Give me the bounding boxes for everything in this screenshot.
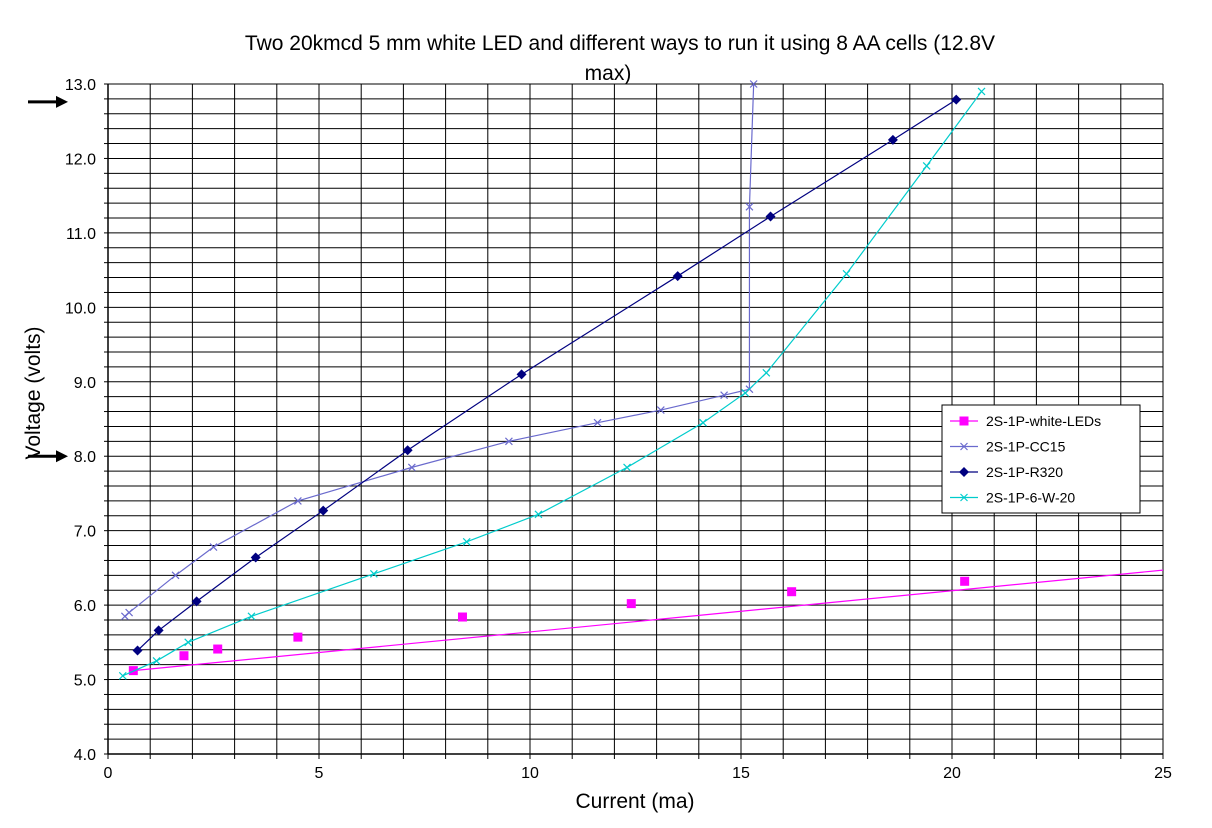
- x-tick-label: 15: [732, 765, 750, 782]
- x-tick-label: 20: [943, 765, 961, 782]
- y-tick-label: 11.0: [66, 226, 96, 243]
- data-point: [132, 645, 143, 656]
- arrow-head: [56, 95, 68, 108]
- series-2S-1P-CC15: [120, 80, 758, 621]
- legend-item: 2S-1P-R320: [950, 464, 1063, 480]
- data-point: [213, 644, 223, 654]
- data-point: [593, 418, 602, 427]
- data-point: [184, 638, 193, 647]
- y-tick-label: 12.0: [65, 151, 96, 168]
- data-point: [749, 80, 758, 88]
- y-tick-label: 7.0: [74, 524, 96, 541]
- y-tick-label: 5.0: [74, 673, 96, 690]
- data-point: [922, 161, 931, 170]
- chart-title-line1: Two 20kmcd 5 mm white LED and different …: [245, 32, 995, 55]
- y-tick-label: 4.0: [74, 747, 96, 764]
- data-point: [250, 552, 261, 563]
- series-2S-1P-R320: [132, 94, 962, 656]
- x-axis-title: Current (ma): [575, 790, 694, 813]
- legend-box: [941, 404, 1141, 514]
- series-2S-1P-6-W-20: [118, 87, 986, 680]
- y-tick-label: 6.0: [74, 598, 96, 615]
- legend-items: 2S-1P-white-LEDs 2S-1P-CC15 2S-1P-R320 2S-1…: [950, 413, 1101, 506]
- y-tick-label: 8.0: [74, 449, 96, 466]
- data-point: [887, 134, 898, 145]
- data-point: [191, 596, 202, 607]
- data-point: [977, 87, 986, 96]
- tick-labels: 0 5 10 15 20 25 4.0 5.0 6.0 7.0 8.0 9.0 10.0 11.0 12.0…: [65, 77, 1172, 782]
- chart-title-line2: max): [585, 62, 632, 85]
- data-point: [699, 418, 707, 427]
- series-2S-1P-white-LEDs: [128, 569, 1164, 676]
- legend-swatch-marker: [960, 493, 968, 502]
- data-point: [125, 608, 134, 617]
- voltage-arrows: [28, 95, 68, 463]
- data-point: [293, 496, 302, 505]
- series-line: [137, 99, 957, 651]
- data-point: [209, 543, 218, 551]
- data-point: [402, 445, 413, 456]
- data-point: [516, 369, 527, 380]
- data-point: [407, 463, 416, 472]
- x-tick-label: 25: [1154, 765, 1172, 782]
- data-point: [118, 671, 127, 680]
- legend-swatch-marker: [960, 442, 968, 451]
- legend-label: 2S-1P-CC15: [986, 439, 1066, 455]
- data-point: [626, 599, 636, 609]
- data-point: [762, 368, 771, 377]
- data-point: [656, 406, 665, 414]
- legend-label: 2S-1P-R320: [986, 464, 1063, 480]
- data-point: [171, 571, 180, 580]
- data-point: [318, 505, 329, 516]
- data-point: [179, 651, 189, 661]
- data-point: [247, 612, 256, 621]
- legend-item: 2S-1P-CC15: [950, 439, 1066, 455]
- data-point: [534, 510, 543, 519]
- data-point: [741, 389, 750, 397]
- y-axis-title: Voltage (volts): [22, 326, 45, 459]
- series-layer: [118, 80, 1164, 680]
- data-point: [152, 657, 161, 665]
- data-point: [293, 632, 303, 642]
- arrow-head: [56, 450, 68, 463]
- x-tick-label: 0: [104, 765, 113, 782]
- data-point: [462, 537, 471, 546]
- legend: 2S-1P-white-LEDs 2S-1P-CC15 2S-1P-R320 2S-1…: [941, 404, 1141, 514]
- data-point: [951, 94, 962, 105]
- data-point: [960, 576, 970, 586]
- data-point: [504, 437, 513, 446]
- x-tick-label: 10: [521, 765, 539, 782]
- data-point: [623, 463, 631, 472]
- axes: [104, 83, 1164, 759]
- data-point: [672, 271, 683, 282]
- data-point: [457, 612, 467, 622]
- legend-item: 2S-1P-6-W-20: [950, 490, 1075, 506]
- series-line: [133, 569, 1164, 672]
- y-tick-label: 13.0: [65, 77, 96, 94]
- legend-label: 2S-1P-6-W-20: [986, 490, 1075, 506]
- x-tick-label: 5: [315, 765, 324, 782]
- legend-item: 2S-1P-white-LEDs: [950, 413, 1101, 429]
- legend-label: 2S-1P-white-LEDs: [986, 413, 1101, 429]
- data-point: [153, 625, 164, 636]
- y-tick-label: 10.0: [65, 300, 96, 317]
- series-line: [122, 91, 983, 677]
- y-tick-label: 9.0: [74, 375, 96, 392]
- data-point: [369, 569, 378, 578]
- series-line: [124, 83, 755, 617]
- data-point: [745, 202, 754, 211]
- legend-swatch-marker: [959, 416, 969, 426]
- legend-swatch-marker: [959, 467, 969, 477]
- data-point: [765, 211, 776, 222]
- data-point: [787, 587, 797, 597]
- data-point: [842, 269, 851, 278]
- data-point: [720, 391, 729, 400]
